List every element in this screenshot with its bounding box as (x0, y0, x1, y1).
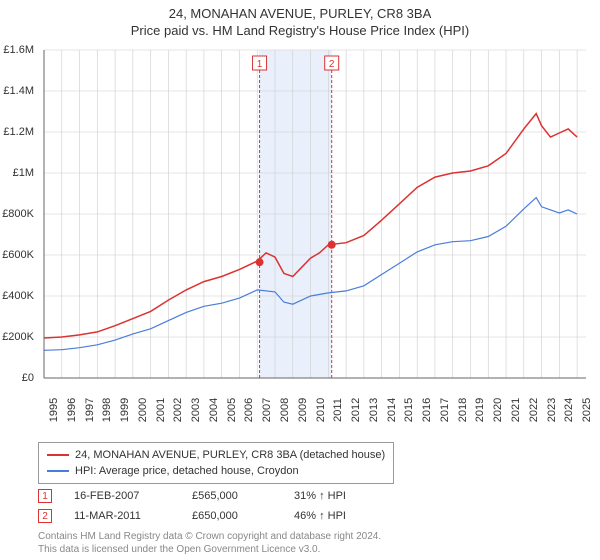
yaxis-tick-label: £1M (0, 167, 34, 179)
xaxis-tick-label: 2022 (528, 398, 540, 422)
xaxis-tick-label: 2002 (172, 398, 184, 422)
xaxis-tick-label: 2011 (332, 398, 344, 422)
xaxis-tick-label: 1998 (101, 398, 113, 422)
xaxis-tick-label: 2007 (261, 398, 273, 422)
legend-swatch-subject (47, 454, 69, 456)
xaxis-tick-label: 2015 (403, 398, 415, 422)
xaxis-tick-label: 1997 (84, 398, 96, 422)
xaxis-tick-label: 2000 (137, 398, 149, 422)
xaxis-tick-label: 2025 (581, 398, 593, 422)
xaxis-tick-label: 2016 (421, 398, 433, 422)
xaxis-tick-label: 2004 (208, 398, 220, 422)
chart-svg: 12 (36, 46, 592, 386)
xaxis-tick-label: 2012 (350, 398, 362, 422)
xaxis-tick-label: 2017 (439, 398, 451, 422)
sale-row: 2 11-MAR-2011 £650,000 46% ↑ HPI (38, 506, 374, 526)
sale-price: £565,000 (192, 490, 272, 502)
credit-line1: Contains HM Land Registry data © Crown c… (38, 530, 381, 543)
xaxis-tick-label: 2020 (492, 398, 504, 422)
yaxis-tick-label: £600K (0, 249, 34, 261)
legend-row: HPI: Average price, detached house, Croy… (47, 463, 385, 479)
xaxis-tick-label: 2021 (510, 398, 522, 422)
legend-row: 24, MONAHAN AVENUE, PURLEY, CR8 3BA (det… (47, 447, 385, 463)
xaxis-tick-label: 2005 (226, 398, 238, 422)
xaxis-tick-label: 2009 (297, 398, 309, 422)
yaxis-tick-label: £200K (0, 331, 34, 343)
sale-marker-2: 2 (38, 509, 52, 523)
legend-swatch-hpi (47, 470, 69, 472)
yaxis-tick-label: £1.2M (0, 126, 34, 138)
svg-text:2: 2 (329, 59, 335, 70)
xaxis-tick-label: 2014 (386, 398, 398, 422)
legend-label-hpi: HPI: Average price, detached house, Croy… (75, 465, 299, 477)
sale-hpi: 31% ↑ HPI (294, 490, 374, 502)
xaxis-tick-label: 2006 (243, 398, 255, 422)
sale-date: 16-FEB-2007 (74, 490, 170, 502)
sale-row: 1 16-FEB-2007 £565,000 31% ↑ HPI (38, 486, 374, 506)
credit: Contains HM Land Registry data © Crown c… (38, 530, 381, 556)
xaxis-tick-label: 2024 (563, 398, 575, 422)
sale-marker-1: 1 (38, 489, 52, 503)
titles: 24, MONAHAN AVENUE, PURLEY, CR8 3BA Pric… (0, 0, 600, 38)
title-main: 24, MONAHAN AVENUE, PURLEY, CR8 3BA (0, 6, 600, 21)
svg-text:1: 1 (257, 59, 263, 70)
sale-price: £650,000 (192, 510, 272, 522)
yaxis-tick-label: £800K (0, 208, 34, 220)
xaxis-tick-label: 2001 (155, 398, 167, 422)
xaxis-tick-label: 2008 (279, 398, 291, 422)
yaxis-tick-label: £1.6M (0, 44, 34, 56)
xaxis-tick-label: 2019 (474, 398, 486, 422)
xaxis-tick-label: 1999 (119, 398, 131, 422)
xaxis-tick-label: 2003 (190, 398, 202, 422)
xaxis-tick-label: 1996 (66, 398, 78, 422)
chart-area: 12 (36, 46, 592, 386)
xaxis-tick-label: 2013 (368, 398, 380, 422)
xaxis-tick-label: 2018 (457, 398, 469, 422)
yaxis-tick-label: £400K (0, 290, 34, 302)
credit-line2: This data is licensed under the Open Gov… (38, 543, 381, 556)
sale-date: 11-MAR-2011 (74, 510, 170, 522)
yaxis-tick-label: £0 (0, 372, 34, 384)
xaxis-tick-label: 2023 (546, 398, 558, 422)
title-sub: Price paid vs. HM Land Registry's House … (0, 23, 600, 38)
legend: 24, MONAHAN AVENUE, PURLEY, CR8 3BA (det… (38, 442, 394, 484)
yaxis-tick-label: £1.4M (0, 85, 34, 97)
sales-table: 1 16-FEB-2007 £565,000 31% ↑ HPI 2 11-MA… (38, 486, 374, 526)
xaxis-tick-label: 1995 (48, 398, 60, 422)
sale-hpi: 46% ↑ HPI (294, 510, 374, 522)
xaxis-tick-label: 2010 (315, 398, 327, 422)
legend-label-subject: 24, MONAHAN AVENUE, PURLEY, CR8 3BA (det… (75, 449, 385, 461)
